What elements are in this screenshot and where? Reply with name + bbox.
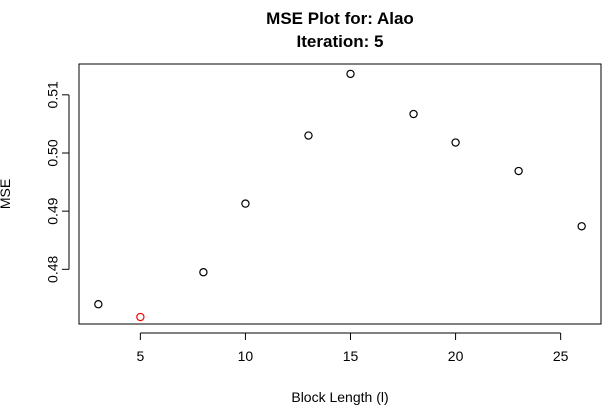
y-axis: 0.48 0.49 0.50 0.51 bbox=[45, 81, 70, 283]
chart-title: MSE Plot for: Alao Iteration: 5 bbox=[266, 9, 414, 51]
chart-title-line-1: MSE Plot for: Alao bbox=[266, 9, 414, 28]
y-tick-label: 0.48 bbox=[45, 255, 61, 282]
scatter-point bbox=[451, 138, 460, 147]
scatter-point bbox=[577, 222, 586, 231]
scatter-point bbox=[94, 300, 103, 309]
y-axis-label: MSE bbox=[0, 179, 13, 209]
y-tick-label: 0.49 bbox=[45, 197, 61, 224]
plot-frame bbox=[78, 63, 602, 325]
x-tick-label: 10 bbox=[238, 348, 254, 364]
scatter-point bbox=[514, 166, 523, 176]
scatter-point bbox=[199, 268, 208, 277]
x-tick-label: 15 bbox=[343, 348, 359, 364]
scatter-point bbox=[409, 109, 418, 119]
scatter-point bbox=[346, 69, 355, 79]
y-tick-label: 0.50 bbox=[45, 139, 61, 166]
scatter-point bbox=[241, 199, 250, 208]
chart-title-line-2: Iteration: 5 bbox=[297, 32, 384, 51]
y-ticks: 0.48 0.49 0.50 0.51 bbox=[45, 81, 69, 283]
scatter-points bbox=[94, 69, 586, 322]
highlighted-point bbox=[136, 312, 145, 322]
x-axis-label: Block Length (l) bbox=[291, 389, 388, 405]
y-tick-label: 0.51 bbox=[45, 81, 61, 108]
x-tick-label: 20 bbox=[448, 348, 464, 364]
x-tick-label: 5 bbox=[136, 348, 144, 364]
x-tick-label: 25 bbox=[553, 348, 569, 364]
x-ticks: 5 10 15 20 25 bbox=[136, 333, 569, 364]
x-axis: 5 10 15 20 25 bbox=[136, 332, 569, 364]
scatter-point bbox=[304, 131, 313, 140]
